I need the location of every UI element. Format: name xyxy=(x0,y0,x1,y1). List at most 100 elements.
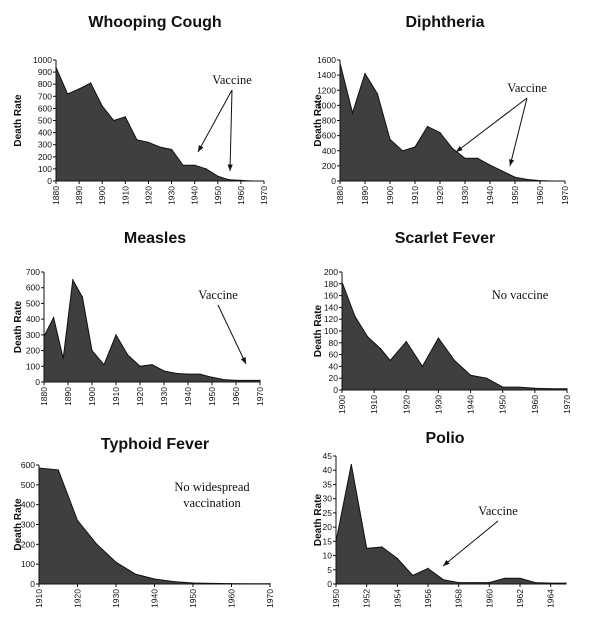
y-tick-label: 20 xyxy=(323,522,333,532)
x-tick-label: 1958 xyxy=(454,589,464,608)
data-point xyxy=(136,139,138,141)
area-series xyxy=(335,464,567,585)
data-point xyxy=(376,93,379,95)
data-point xyxy=(427,567,429,569)
y-tick-label: 0 xyxy=(327,579,332,589)
data-point xyxy=(473,582,475,584)
data-point xyxy=(351,112,354,114)
arrow-head-icon xyxy=(443,559,450,566)
y-tick-label: 900 xyxy=(38,67,52,77)
data-point xyxy=(519,577,521,579)
x-tick-label: 1950 xyxy=(207,387,217,406)
y-tick-label: 200 xyxy=(26,346,40,356)
annotation-text: No vaccine xyxy=(492,288,549,302)
y-tick-label: 120 xyxy=(324,314,338,324)
x-tick-label: 1970 xyxy=(265,589,275,608)
x-tick-label: 1910 xyxy=(410,186,420,205)
y-tick-label: 1000 xyxy=(33,55,52,65)
x-tick-label: 1920 xyxy=(135,387,145,406)
data-point xyxy=(115,561,117,563)
annotation-arrow xyxy=(229,89,233,172)
x-tick-label: 1880 xyxy=(51,186,61,205)
data-point xyxy=(470,374,472,376)
data-point xyxy=(502,386,504,388)
y-tick-label: 400 xyxy=(21,500,35,510)
y-tick-label: 600 xyxy=(322,131,336,141)
data-point xyxy=(134,573,136,575)
x-tick-label: 1900 xyxy=(97,186,107,205)
x-tick-label: 1890 xyxy=(63,387,73,406)
x-tick-label: 1950 xyxy=(188,589,198,608)
data-point xyxy=(81,296,83,298)
y-tick-label: 700 xyxy=(26,267,40,277)
data-point xyxy=(364,73,366,75)
x-tick-label: 1880 xyxy=(39,387,49,406)
data-point xyxy=(153,578,156,580)
data-point xyxy=(163,370,165,372)
y-tick-label: 800 xyxy=(38,79,52,89)
chart-title-0: Whooping Cough xyxy=(88,14,222,31)
data-point xyxy=(171,148,173,151)
y-axis-label: Death Rate xyxy=(13,94,24,147)
y-tick-label: 200 xyxy=(21,539,35,549)
y-tick-label: 100 xyxy=(324,326,338,336)
x-tick-label: 1950 xyxy=(213,186,223,205)
arrow-head-icon xyxy=(240,357,246,364)
y-tick-label: 5 xyxy=(327,565,332,575)
x-tick-label: 1960 xyxy=(231,387,241,406)
data-point xyxy=(247,379,249,381)
y-tick-label: 0 xyxy=(30,579,35,589)
y-tick-label: 1600 xyxy=(317,55,336,65)
x-tick-label: 1970 xyxy=(560,186,570,205)
y-axis-label: Death Rate xyxy=(313,304,324,357)
y-tick-label: 200 xyxy=(324,267,338,277)
data-point xyxy=(367,336,369,338)
area-series xyxy=(339,62,553,182)
x-tick-label: 1970 xyxy=(255,387,265,406)
x-tick-label: 1962 xyxy=(515,589,525,608)
data-point xyxy=(489,164,491,166)
y-tick-label: 140 xyxy=(324,302,338,312)
chart-plot-1: 0 200 400 600 800 1000 1200 1400 1600 1880 1890 190… xyxy=(313,55,570,205)
x-tick-label: 1960 xyxy=(227,589,237,608)
y-tick-label: 1000 xyxy=(317,100,336,110)
y-tick-label: 100 xyxy=(38,164,52,174)
data-point xyxy=(526,178,529,181)
y-tick-label: 100 xyxy=(21,559,35,569)
x-tick-label: 1950 xyxy=(331,589,341,608)
area-series xyxy=(55,67,253,182)
data-point xyxy=(354,315,356,317)
data-point xyxy=(139,365,141,367)
data-point xyxy=(211,376,213,378)
chart-plot-2: 0 100 200 300 400 500 600 700 1880 1890 1900 1910 19… xyxy=(13,267,265,406)
y-tick-label: 40 xyxy=(323,465,333,475)
y-tick-label: 200 xyxy=(322,161,336,171)
data-point xyxy=(76,519,79,522)
data-point xyxy=(205,168,207,170)
arrow-head-icon xyxy=(227,164,233,171)
y-tick-label: 0 xyxy=(331,176,336,186)
x-tick-label: 1940 xyxy=(485,186,495,205)
data-point xyxy=(405,341,407,343)
x-tick-label: 1930 xyxy=(460,186,470,205)
data-point xyxy=(127,354,129,356)
data-point xyxy=(396,557,398,559)
y-tick-label: 600 xyxy=(26,283,40,293)
y-tick-label: 300 xyxy=(26,330,40,340)
x-tick-label: 1890 xyxy=(74,186,84,205)
y-tick-label: 800 xyxy=(322,116,336,126)
data-point xyxy=(57,469,59,471)
chart-title-1: Diphtheria xyxy=(405,14,485,31)
data-point xyxy=(389,138,391,140)
y-axis-label: Death Rate xyxy=(313,94,324,147)
chart-plot-4: 0 100 200 300 400 500 600 1910 1920 1930 1940 1950 1… xyxy=(13,460,275,608)
data-point xyxy=(159,146,161,148)
x-tick-label: 1960 xyxy=(535,186,545,205)
y-tick-label: 30 xyxy=(323,494,333,504)
data-point xyxy=(550,388,552,390)
y-tick-label: 0 xyxy=(47,176,52,186)
y-tick-label: 200 xyxy=(38,152,52,162)
data-point xyxy=(439,132,441,134)
data-point xyxy=(147,141,149,143)
